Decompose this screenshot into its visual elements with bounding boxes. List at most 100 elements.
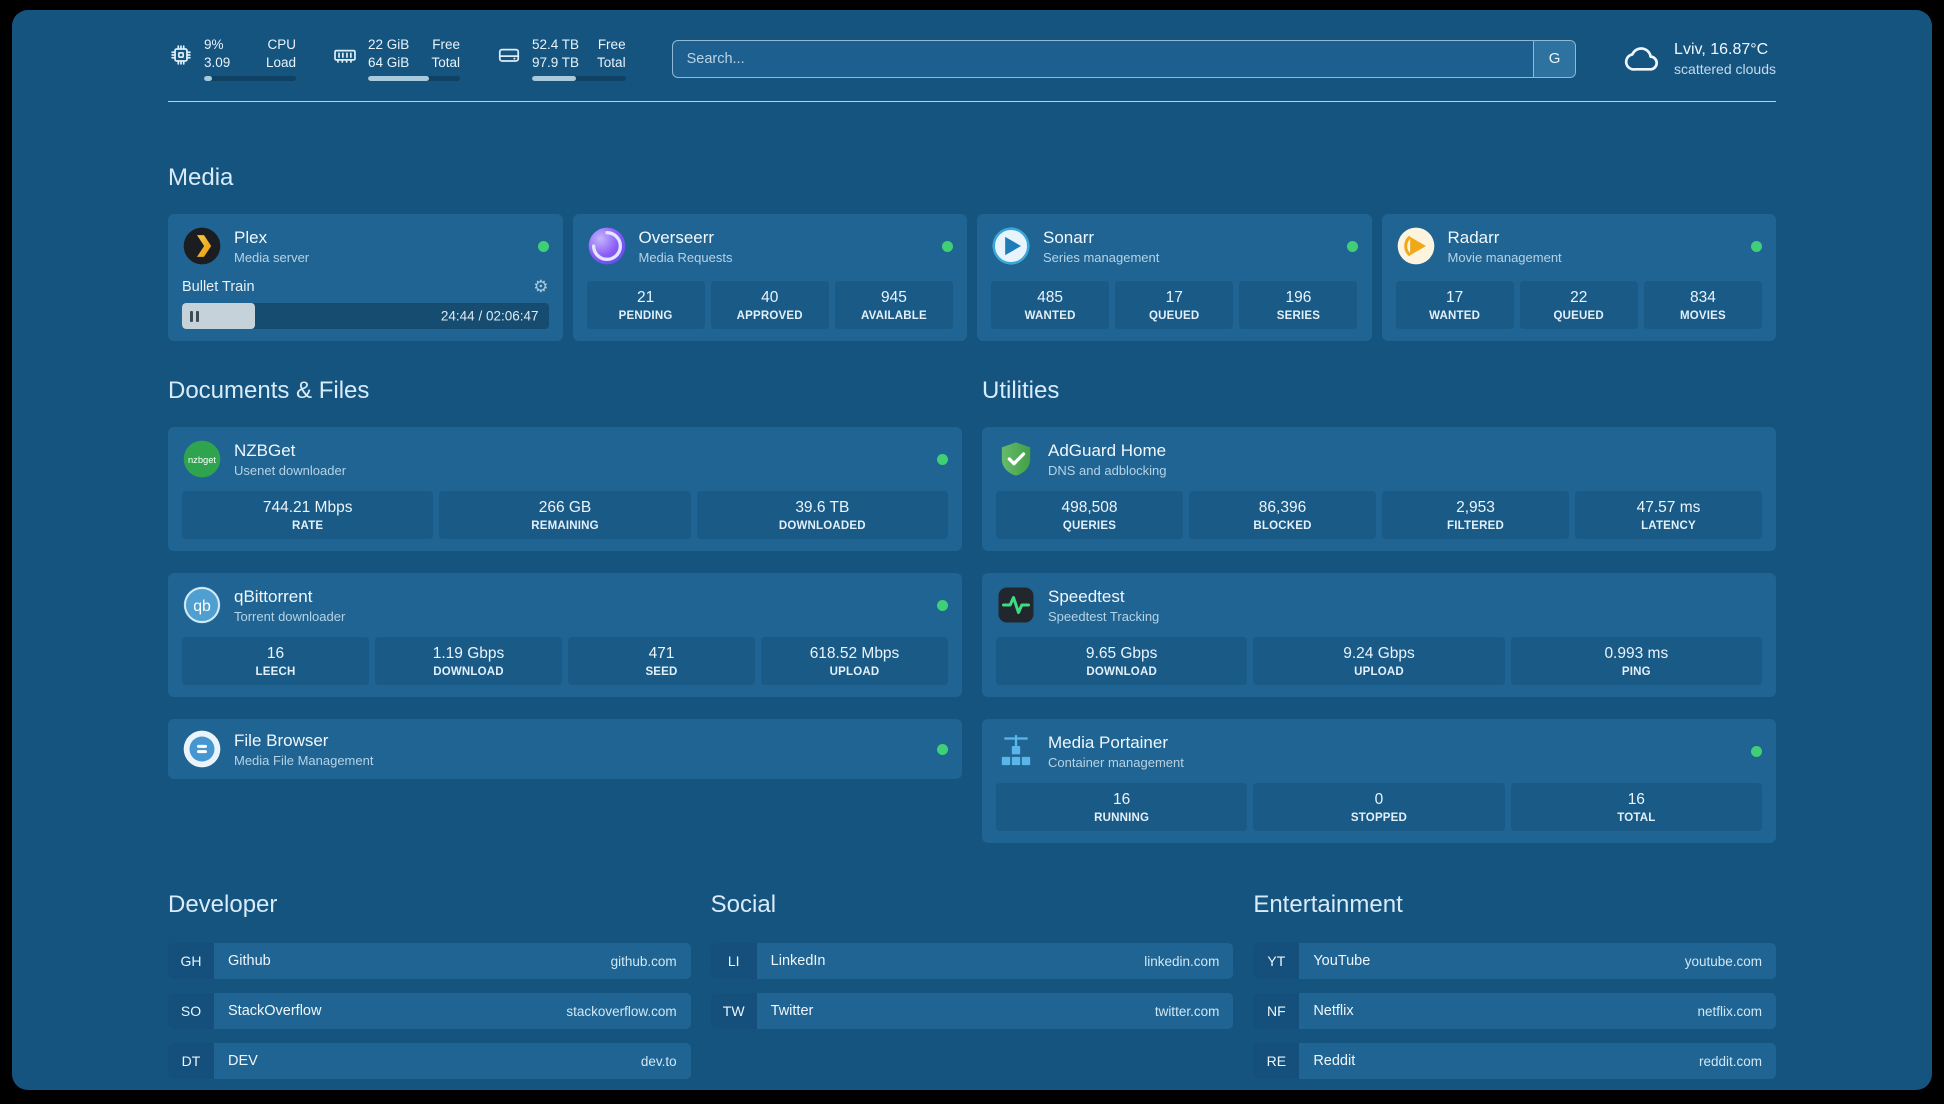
section-title-utilities: Utilities: [982, 377, 1060, 405]
stat-tile: 0 STOPPED: [1253, 783, 1505, 832]
service-name: Radarr: [1447, 227, 1500, 247]
bookmark-reddit[interactable]: RE Reddit reddit.com: [1253, 1043, 1776, 1080]
service-desc: Movie management: [1447, 249, 1562, 265]
bookmark-youtube[interactable]: YT YouTube youtube.com: [1253, 943, 1776, 980]
section-title-entertainment: Entertainment: [1253, 891, 1403, 919]
bookmark-group-developer: Developer GH Github github.com SO StackO…: [168, 891, 691, 1080]
bookmark-stackoverflow[interactable]: SO StackOverflow stackoverflow.com: [168, 993, 691, 1030]
bookmark-abbr: NF: [1253, 993, 1300, 1030]
cpu-load-label: Load: [265, 55, 296, 71]
bookmark-abbr: SO: [168, 993, 214, 1030]
bookmark-name: YouTube: [1313, 953, 1371, 970]
service-name: AdGuard Home: [1048, 440, 1167, 460]
bookmark-name: Twitter: [770, 1003, 814, 1020]
stat-tile: 9.24 Gbps UPLOAD: [1253, 637, 1505, 686]
bookmark-dev[interactable]: DT DEV dev.to: [168, 1043, 691, 1080]
cpu-load: 3.09: [204, 55, 231, 71]
stat-tile: 39.6 TB DOWNLOADED: [696, 491, 948, 540]
service-name: Speedtest: [1048, 586, 1125, 606]
stat-tile: 196 SERIES: [1239, 281, 1358, 330]
stat-tile: 86,396 BLOCKED: [1189, 491, 1376, 540]
memory-icon: [334, 49, 356, 63]
stat-tile: 0.993 ms PING: [1510, 637, 1762, 686]
section-title-media: Media: [168, 164, 234, 192]
gear-icon[interactable]: ⚙: [533, 277, 549, 297]
bookmark-url: github.com: [610, 953, 677, 969]
search: G: [671, 39, 1577, 78]
now-playing-title: Bullet Train: [182, 278, 255, 295]
stat-tile: 9.65 Gbps DOWNLOAD: [996, 637, 1248, 686]
plex-icon: [182, 226, 222, 266]
section-title-developer: Developer: [168, 891, 278, 919]
bookmark-linkedin[interactable]: LI LinkedIn linkedin.com: [710, 943, 1234, 980]
radarr-icon: [1396, 226, 1436, 266]
service-card-filebrowser[interactable]: File Browser Media File Management: [168, 719, 962, 780]
bookmark-abbr: GH: [168, 943, 214, 980]
bookmark-abbr: TW: [710, 993, 757, 1030]
cpu-percent: 9%: [204, 37, 224, 52]
nzbget-icon: nzbget: [182, 439, 222, 479]
service-card-sonarr[interactable]: Sonarr Series management 485 WANTED 17 QUE…: [977, 214, 1372, 342]
disk-total: 97.9 TB: [532, 55, 580, 71]
service-card-adguard[interactable]: AdGuard Home DNS and adblocking 498,508 Q…: [982, 427, 1776, 552]
service-desc: Torrent downloader: [234, 608, 346, 624]
service-card-nzbget[interactable]: nzbget NZBGet Usenet downloader 744.21 M…: [168, 427, 962, 552]
portainer-icon: [996, 731, 1036, 771]
bookmark-url: reddit.com: [1698, 1053, 1762, 1069]
memory-widget: 22 GiB Free 64 GiB Total: [332, 36, 460, 82]
documents-column: Documents & Files nzbget NZBGet Usenet d…: [168, 377, 962, 843]
bookmark-github[interactable]: GH Github github.com: [168, 943, 691, 980]
service-desc: DNS and adblocking: [1048, 462, 1167, 478]
section-title-documents: Documents & Files: [168, 377, 370, 405]
overseerr-icon: [587, 226, 627, 266]
bookmark-name: DEV: [228, 1053, 258, 1070]
bookmark-abbr: RE: [1253, 1043, 1300, 1080]
service-card-portainer[interactable]: Media Portainer Container management 16 R…: [982, 719, 1776, 844]
service-card-overseerr[interactable]: Overseerr Media Requests 21 PENDING 40 APP…: [572, 214, 967, 342]
bookmark-abbr: DT: [168, 1043, 214, 1080]
disk-free: 52.4 TB: [532, 37, 580, 52]
playback-progress-bar[interactable]: 24:44 / 02:06:47: [182, 303, 549, 330]
stat-tile: 47.57 ms LATENCY: [1575, 491, 1762, 540]
svg-text:qb: qb: [193, 598, 211, 615]
status-dot: [937, 743, 948, 755]
service-card-radarr[interactable]: Radarr Movie management 17 WANTED 22 QUEUE…: [1381, 214, 1776, 342]
playback-time: 24:44 / 02:06:47: [440, 308, 539, 324]
topbar-divider: [168, 101, 1776, 103]
disk-total-label: Total: [597, 55, 626, 71]
cpu-progress-bar: [204, 76, 296, 82]
memory-total: 64 GiB: [368, 55, 410, 71]
search-input[interactable]: [671, 39, 1577, 78]
stat-tile: 266 GB REMAINING: [439, 491, 691, 540]
service-card-speedtest[interactable]: Speedtest Speedtest Tracking 9.65 Gbps DO…: [982, 573, 1776, 698]
bookmark-netflix[interactable]: NF Netflix netflix.com: [1253, 993, 1776, 1030]
qbittorrent-icon: qb: [182, 585, 222, 625]
topbar: 9% CPU 3.09 Load 22 GiB Free 64 GiB Total 52…: [168, 36, 1776, 82]
search-provider-button[interactable]: G: [1533, 40, 1576, 77]
weather-condition: scattered clouds: [1674, 60, 1776, 77]
weather-widget: Lviv, 16.87°C scattered clouds: [1624, 40, 1776, 78]
memory-total-label: Total: [431, 55, 460, 71]
service-name: qBittorrent: [234, 586, 313, 606]
sonarr-icon: [991, 226, 1031, 266]
bookmark-name: Github: [228, 953, 271, 970]
service-card-qbittorrent[interactable]: qb qBittorrent Torrent downloader 16 LEEC…: [168, 573, 962, 698]
pause-icon[interactable]: [190, 310, 199, 322]
stat-tile: 16 RUNNING: [996, 783, 1248, 832]
stat-tile: 744.21 Mbps RATE: [182, 491, 434, 540]
stat-tile: 22 QUEUED: [1519, 281, 1638, 330]
bookmark-name: Reddit: [1313, 1053, 1356, 1070]
service-name: Sonarr: [1043, 227, 1095, 247]
bookmark-url: netflix.com: [1697, 1003, 1762, 1019]
stat-tile: 834 MOVIES: [1643, 281, 1762, 330]
filebrowser-icon: [182, 729, 222, 769]
service-card-plex[interactable]: Plex Media server Bullet Train ⚙ 24:44 /…: [168, 214, 563, 342]
memory-progress-bar: [368, 76, 460, 82]
section-title-social: Social: [710, 891, 777, 919]
bookmark-twitter[interactable]: TW Twitter twitter.com: [710, 993, 1234, 1030]
status-dot: [537, 240, 549, 252]
svg-text:nzbget: nzbget: [188, 455, 216, 465]
disk-widget: 52.4 TB Free 97.9 TB Total: [496, 36, 626, 82]
stat-tile: 945 AVAILABLE: [834, 281, 953, 330]
bookmark-name: Netflix: [1313, 1003, 1354, 1020]
